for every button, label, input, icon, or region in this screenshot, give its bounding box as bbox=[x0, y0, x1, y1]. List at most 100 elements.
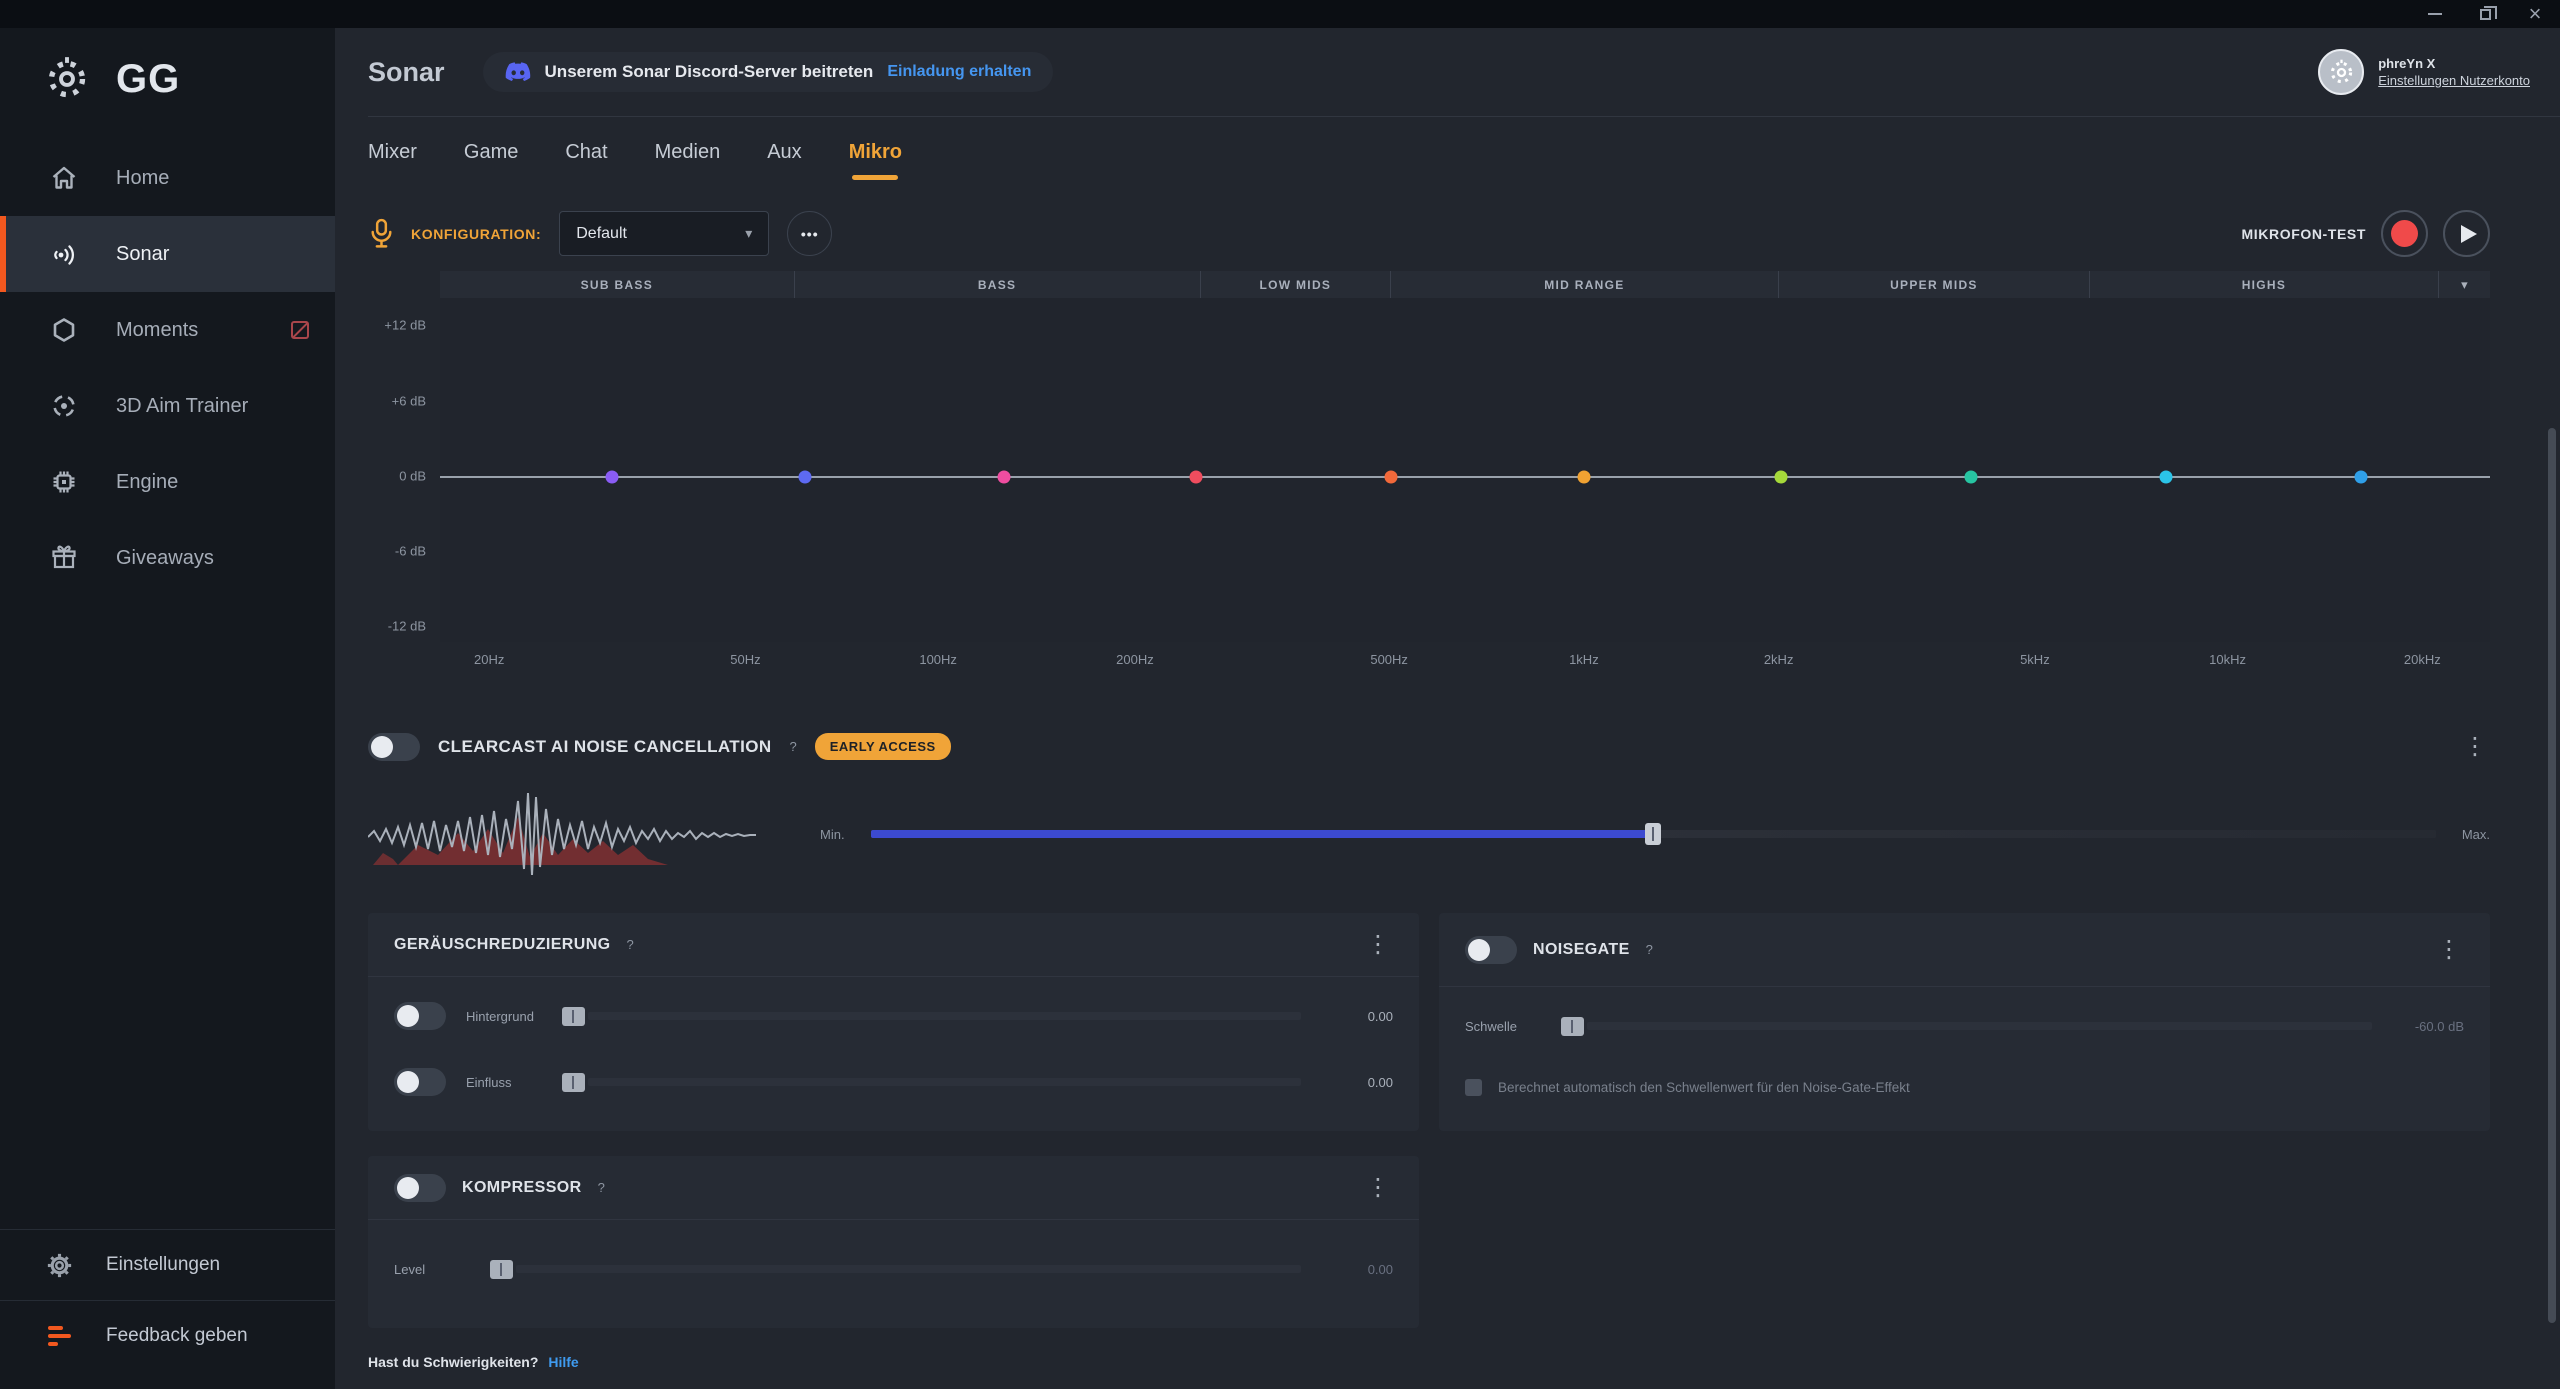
eq-point-1khz[interactable] bbox=[1577, 470, 1591, 484]
discord-banner-text: Unserem Sonar Discord-Server beitreten bbox=[544, 62, 874, 81]
compressor-level-slider[interactable] bbox=[490, 1259, 1301, 1279]
sidebar-item-label: Sonar bbox=[116, 242, 170, 265]
microphone-icon bbox=[368, 218, 395, 249]
eq-db-tick: 0 dB bbox=[399, 468, 426, 484]
noisegate-menu-button[interactable] bbox=[2434, 935, 2464, 964]
sidebar-item-3d-aim-trainer[interactable]: 3D Aim Trainer bbox=[0, 368, 335, 444]
hintergrund-toggle[interactable] bbox=[394, 1002, 446, 1030]
app-logo[interactable]: GG bbox=[0, 28, 335, 124]
minimize-button[interactable] bbox=[2410, 0, 2460, 28]
eq-chart[interactable] bbox=[440, 298, 2490, 642]
eq-bands-dropdown-button[interactable] bbox=[2439, 271, 2490, 298]
eq-band-mid-range: MID RANGE bbox=[1391, 271, 1779, 298]
discord-banner[interactable]: Unserem Sonar Discord-Server beitreten E… bbox=[482, 52, 1054, 92]
threshold-label: Schwelle bbox=[1465, 1018, 1518, 1034]
clearcast-strength-slider[interactable] bbox=[870, 822, 2436, 846]
feedback-icon bbox=[44, 1326, 74, 1346]
sidebar-item-moments[interactable]: Moments bbox=[0, 292, 335, 368]
compressor-toggle[interactable] bbox=[394, 1173, 446, 1202]
eq-point-125hz[interactable] bbox=[997, 470, 1011, 484]
tab-game[interactable]: Game bbox=[463, 141, 519, 163]
left-column: GERÄUSCHREDUZIERUNG ? Hintergrund0.00Ein… bbox=[368, 913, 1419, 1328]
slider-handle[interactable] bbox=[1561, 1016, 1584, 1036]
level-value: 0.00 bbox=[1367, 1261, 1393, 1277]
sidebar-item-engine[interactable]: Engine bbox=[0, 444, 335, 520]
configuration-select[interactable]: Default bbox=[559, 211, 770, 256]
eq-zero-line bbox=[440, 476, 2490, 478]
clearcast-menu-button[interactable] bbox=[2460, 732, 2490, 761]
slider-handle[interactable] bbox=[562, 1006, 585, 1026]
tab-medien[interactable]: Medien bbox=[654, 141, 721, 163]
restore-icon bbox=[2479, 5, 2497, 20]
sidebar-item-feedback[interactable]: Feedback geben bbox=[0, 1301, 335, 1371]
slider-handle[interactable] bbox=[1645, 823, 1662, 845]
compressor-panel: KOMPRESSOR ? Level 0.00 bbox=[368, 1156, 1419, 1328]
compressor-menu-button[interactable] bbox=[1363, 1173, 1393, 1202]
help-icon[interactable]: ? bbox=[626, 937, 634, 952]
eq-point-32hz[interactable] bbox=[605, 470, 619, 484]
help-icon[interactable]: ? bbox=[1645, 942, 1653, 957]
tab-mikro[interactable]: Mikro bbox=[849, 141, 902, 180]
clearcast-section: CLEARCAST AI NOISE CANCELLATION ? EARLY … bbox=[368, 732, 2490, 761]
noise-reduction-header: GERÄUSCHREDUZIERUNG ? bbox=[368, 913, 1419, 977]
clearcast-toggle[interactable] bbox=[368, 732, 420, 761]
eq-db-tick: +12 dB bbox=[384, 317, 426, 333]
compressor-level-row: Level 0.00 bbox=[394, 1226, 1393, 1312]
help-icon[interactable]: ? bbox=[597, 1180, 605, 1195]
help-link[interactable]: Hilfe bbox=[548, 1354, 579, 1370]
sidebar-item-einstellungen[interactable]: Einstellungen bbox=[0, 1230, 335, 1300]
sidebar-item-home[interactable]: Home bbox=[0, 140, 335, 216]
tab-aux[interactable]: Aux bbox=[767, 141, 802, 163]
eq-point-250hz[interactable] bbox=[1189, 470, 1203, 484]
equalizer: +12 dB +6 dB 0 dB -6 dB -12 dB SUB BASS BASS L… bbox=[368, 271, 2490, 678]
eq-panel: SUB BASS BASS LOW MIDS MID RANGE UPPER MIDS H… bbox=[440, 271, 2490, 678]
eq-point-4khz[interactable] bbox=[1964, 470, 1978, 484]
eq-point-2khz[interactable] bbox=[1774, 470, 1788, 484]
eq-band-upper-mids: UPPER MIDS bbox=[1779, 271, 2091, 298]
slider-handle[interactable] bbox=[490, 1259, 513, 1279]
noisegate-header: NOISEGATE ? bbox=[1439, 913, 2490, 987]
record-icon bbox=[2391, 220, 2418, 247]
page-title: Sonar bbox=[368, 56, 445, 87]
eq-frequency-tick: 500Hz bbox=[1370, 652, 1408, 667]
tab-mixer[interactable]: Mixer bbox=[368, 141, 417, 163]
discord-invite-link[interactable]: Einladung erhalten bbox=[887, 63, 1032, 80]
einfluss-slider[interactable] bbox=[562, 1072, 1301, 1092]
user-chip[interactable]: phreYn X Einstellungen Nutzerkonto bbox=[2318, 49, 2530, 95]
noise-reduction-menu-button[interactable] bbox=[1363, 930, 1393, 959]
account-settings-link[interactable]: Einstellungen Nutzerkonto bbox=[2378, 73, 2530, 88]
slider-track[interactable] bbox=[516, 1265, 1301, 1273]
restore-button[interactable] bbox=[2460, 0, 2510, 28]
tab-chat[interactable]: Chat bbox=[565, 141, 608, 163]
noisegate-threshold-slider[interactable] bbox=[1561, 1016, 2372, 1036]
noisegate-title: NOISEGATE bbox=[1533, 940, 1630, 958]
eq-point-16khz[interactable] bbox=[2354, 470, 2368, 484]
sidebar-item-sonar[interactable]: Sonar bbox=[0, 216, 335, 292]
ellipsis-icon: ••• bbox=[800, 225, 819, 242]
slider-track[interactable] bbox=[588, 1012, 1301, 1020]
noisegate-body: Schwelle -60.0 dB Berechnet automatisch … bbox=[1439, 987, 2490, 1131]
hintergrund-slider[interactable] bbox=[562, 1006, 1301, 1026]
auto-threshold-checkbox[interactable] bbox=[1465, 1078, 1482, 1096]
help-icon[interactable]: ? bbox=[789, 739, 797, 754]
play-button[interactable] bbox=[2443, 210, 2490, 257]
einfluss-toggle[interactable] bbox=[394, 1068, 446, 1096]
toggle-knob bbox=[397, 1005, 419, 1027]
noise-reduction-panel: GERÄUSCHREDUZIERUNG ? Hintergrund0.00Ein… bbox=[368, 913, 1419, 1131]
slider-min-label: Min. bbox=[820, 826, 845, 842]
eq-frequency-tick: 20Hz bbox=[474, 652, 505, 667]
slider-track[interactable] bbox=[1587, 1022, 2372, 1030]
eq-point-8khz[interactable] bbox=[2159, 470, 2173, 484]
eq-point-500hz[interactable] bbox=[1384, 470, 1398, 484]
slider-handle[interactable] bbox=[562, 1072, 585, 1092]
noisegate-toggle[interactable] bbox=[1465, 935, 1517, 964]
record-button[interactable] bbox=[2381, 210, 2428, 257]
eq-point-63hz[interactable] bbox=[798, 470, 812, 484]
divider bbox=[0, 1300, 335, 1301]
vertical-scrollbar[interactable] bbox=[2548, 428, 2556, 1323]
close-button[interactable] bbox=[2510, 0, 2560, 28]
configuration-more-button[interactable]: ••• bbox=[787, 211, 833, 256]
slider-track[interactable] bbox=[588, 1078, 1301, 1086]
sidebar-item-giveaways[interactable]: Giveaways bbox=[0, 520, 335, 596]
avatar[interactable] bbox=[2318, 49, 2365, 95]
